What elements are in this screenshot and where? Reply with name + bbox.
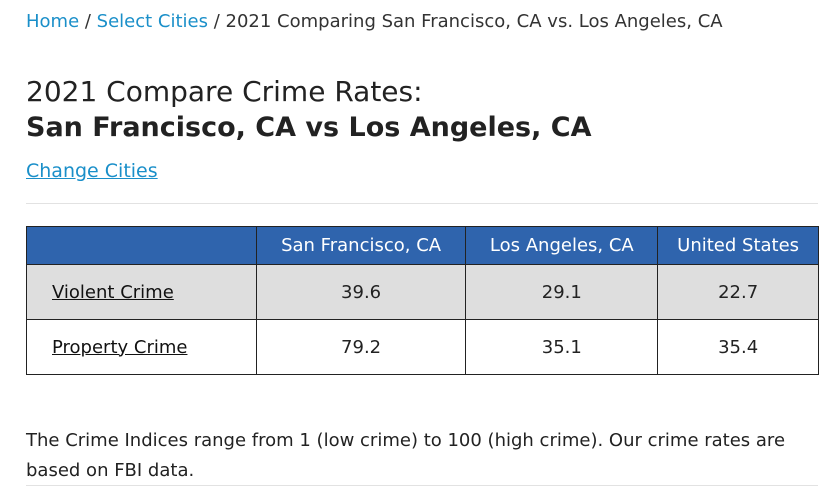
breadcrumb-select-cities-link[interactable]: Select Cities: [96, 11, 209, 32]
column-header: [26, 226, 257, 265]
divider: [26, 203, 818, 204]
table-cell: 22.7: [657, 264, 819, 320]
table-cell: 29.1: [465, 264, 659, 320]
breadcrumb-home-link[interactable]: Home: [26, 11, 80, 32]
breadcrumb-separator: /: [79, 11, 97, 32]
table-row: Violent Crime 39.6 29.1 22.7: [26, 264, 819, 320]
breadcrumb: Home / Select Cities / 2021 Comparing Sa…: [26, 10, 723, 34]
page-title: 2021 Compare Crime Rates:: [26, 75, 423, 108]
crime-comparison-table: San Francisco, CA Los Angeles, CA United…: [26, 226, 819, 375]
page-subtitle: San Francisco, CA vs Los Angeles, CA: [26, 112, 592, 143]
property-crime-link[interactable]: Property Crime: [52, 336, 188, 358]
table-header-row: San Francisco, CA Los Angeles, CA United…: [26, 226, 819, 265]
table-row: Property Crime 79.2 35.1 35.4: [26, 319, 819, 375]
table-cell: 35.4: [657, 319, 819, 375]
crime-index-note: The Crime Indices range from 1 (low crim…: [26, 430, 786, 481]
column-header-san-francisco: San Francisco, CA: [255, 226, 467, 265]
table-cell: 35.1: [465, 319, 659, 375]
violent-crime-link[interactable]: Violent Crime: [52, 281, 174, 303]
divider: [26, 485, 818, 486]
change-cities-link[interactable]: Change Cities: [26, 160, 158, 182]
row-label-cell: Violent Crime: [26, 264, 257, 320]
table-cell: 79.2: [255, 319, 467, 375]
table-cell: 39.6: [255, 264, 467, 320]
breadcrumb-separator: /: [208, 11, 226, 32]
column-header-los-angeles: Los Angeles, CA: [465, 226, 659, 265]
breadcrumb-current: 2021 Comparing San Francisco, CA vs. Los…: [225, 11, 723, 32]
column-header-united-states: United States: [657, 226, 819, 265]
row-label-cell: Property Crime: [26, 319, 257, 375]
